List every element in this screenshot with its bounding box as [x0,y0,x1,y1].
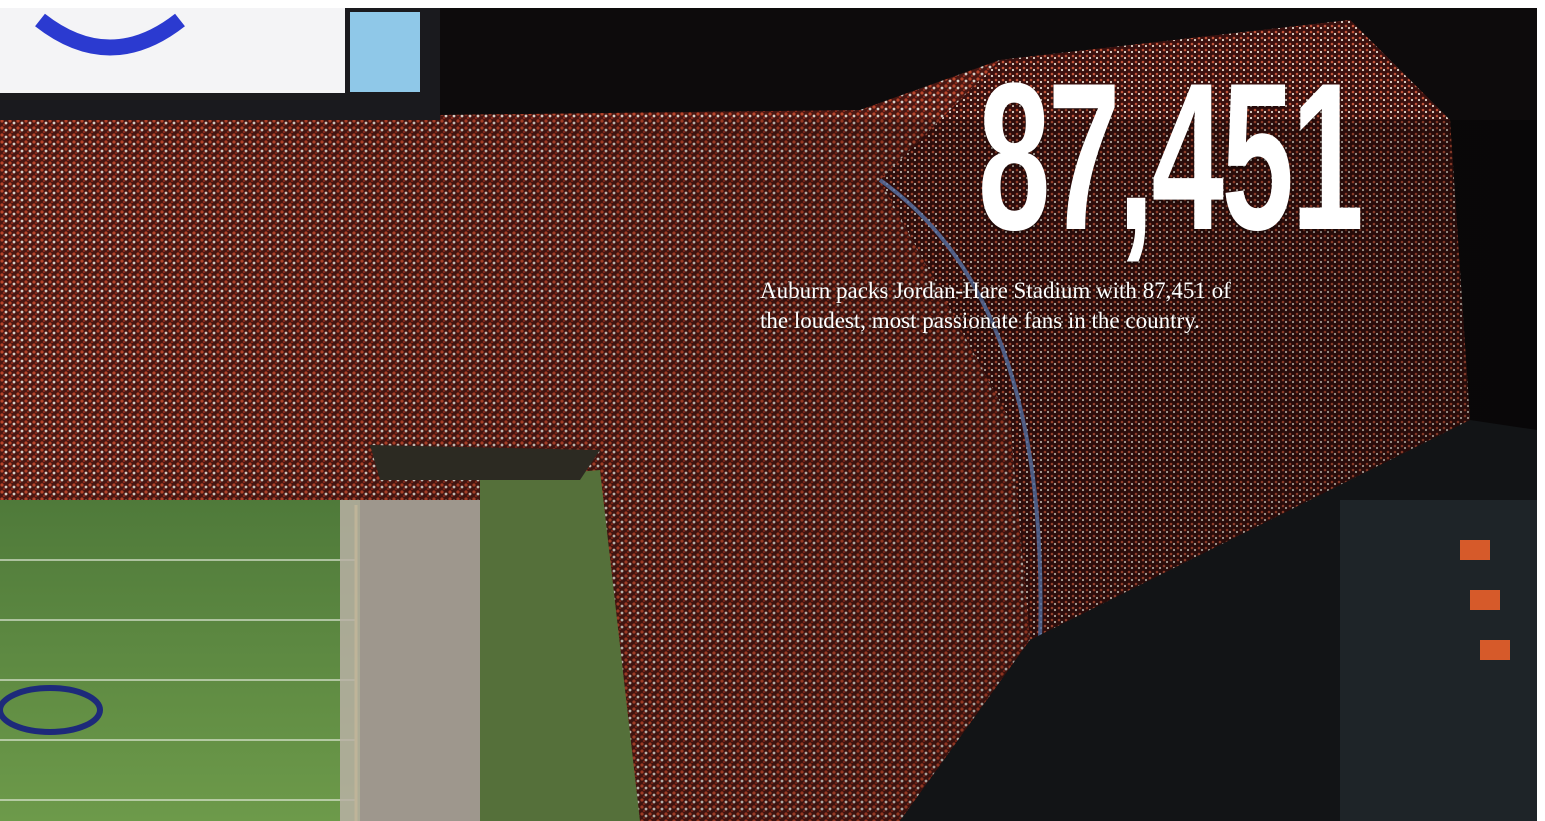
caption-line: Auburn packs Jordan-Hare Stadium with 87… [760,276,1231,306]
stat-number: 87,451 [978,62,1245,252]
caption-line: the loudest, most passionate fans in the… [760,306,1231,336]
caption: Auburn packs Jordan-Hare Stadium with 87… [760,276,1231,336]
page: 87,451 Auburn packs Jordan-Hare Stadium … [0,0,1545,821]
